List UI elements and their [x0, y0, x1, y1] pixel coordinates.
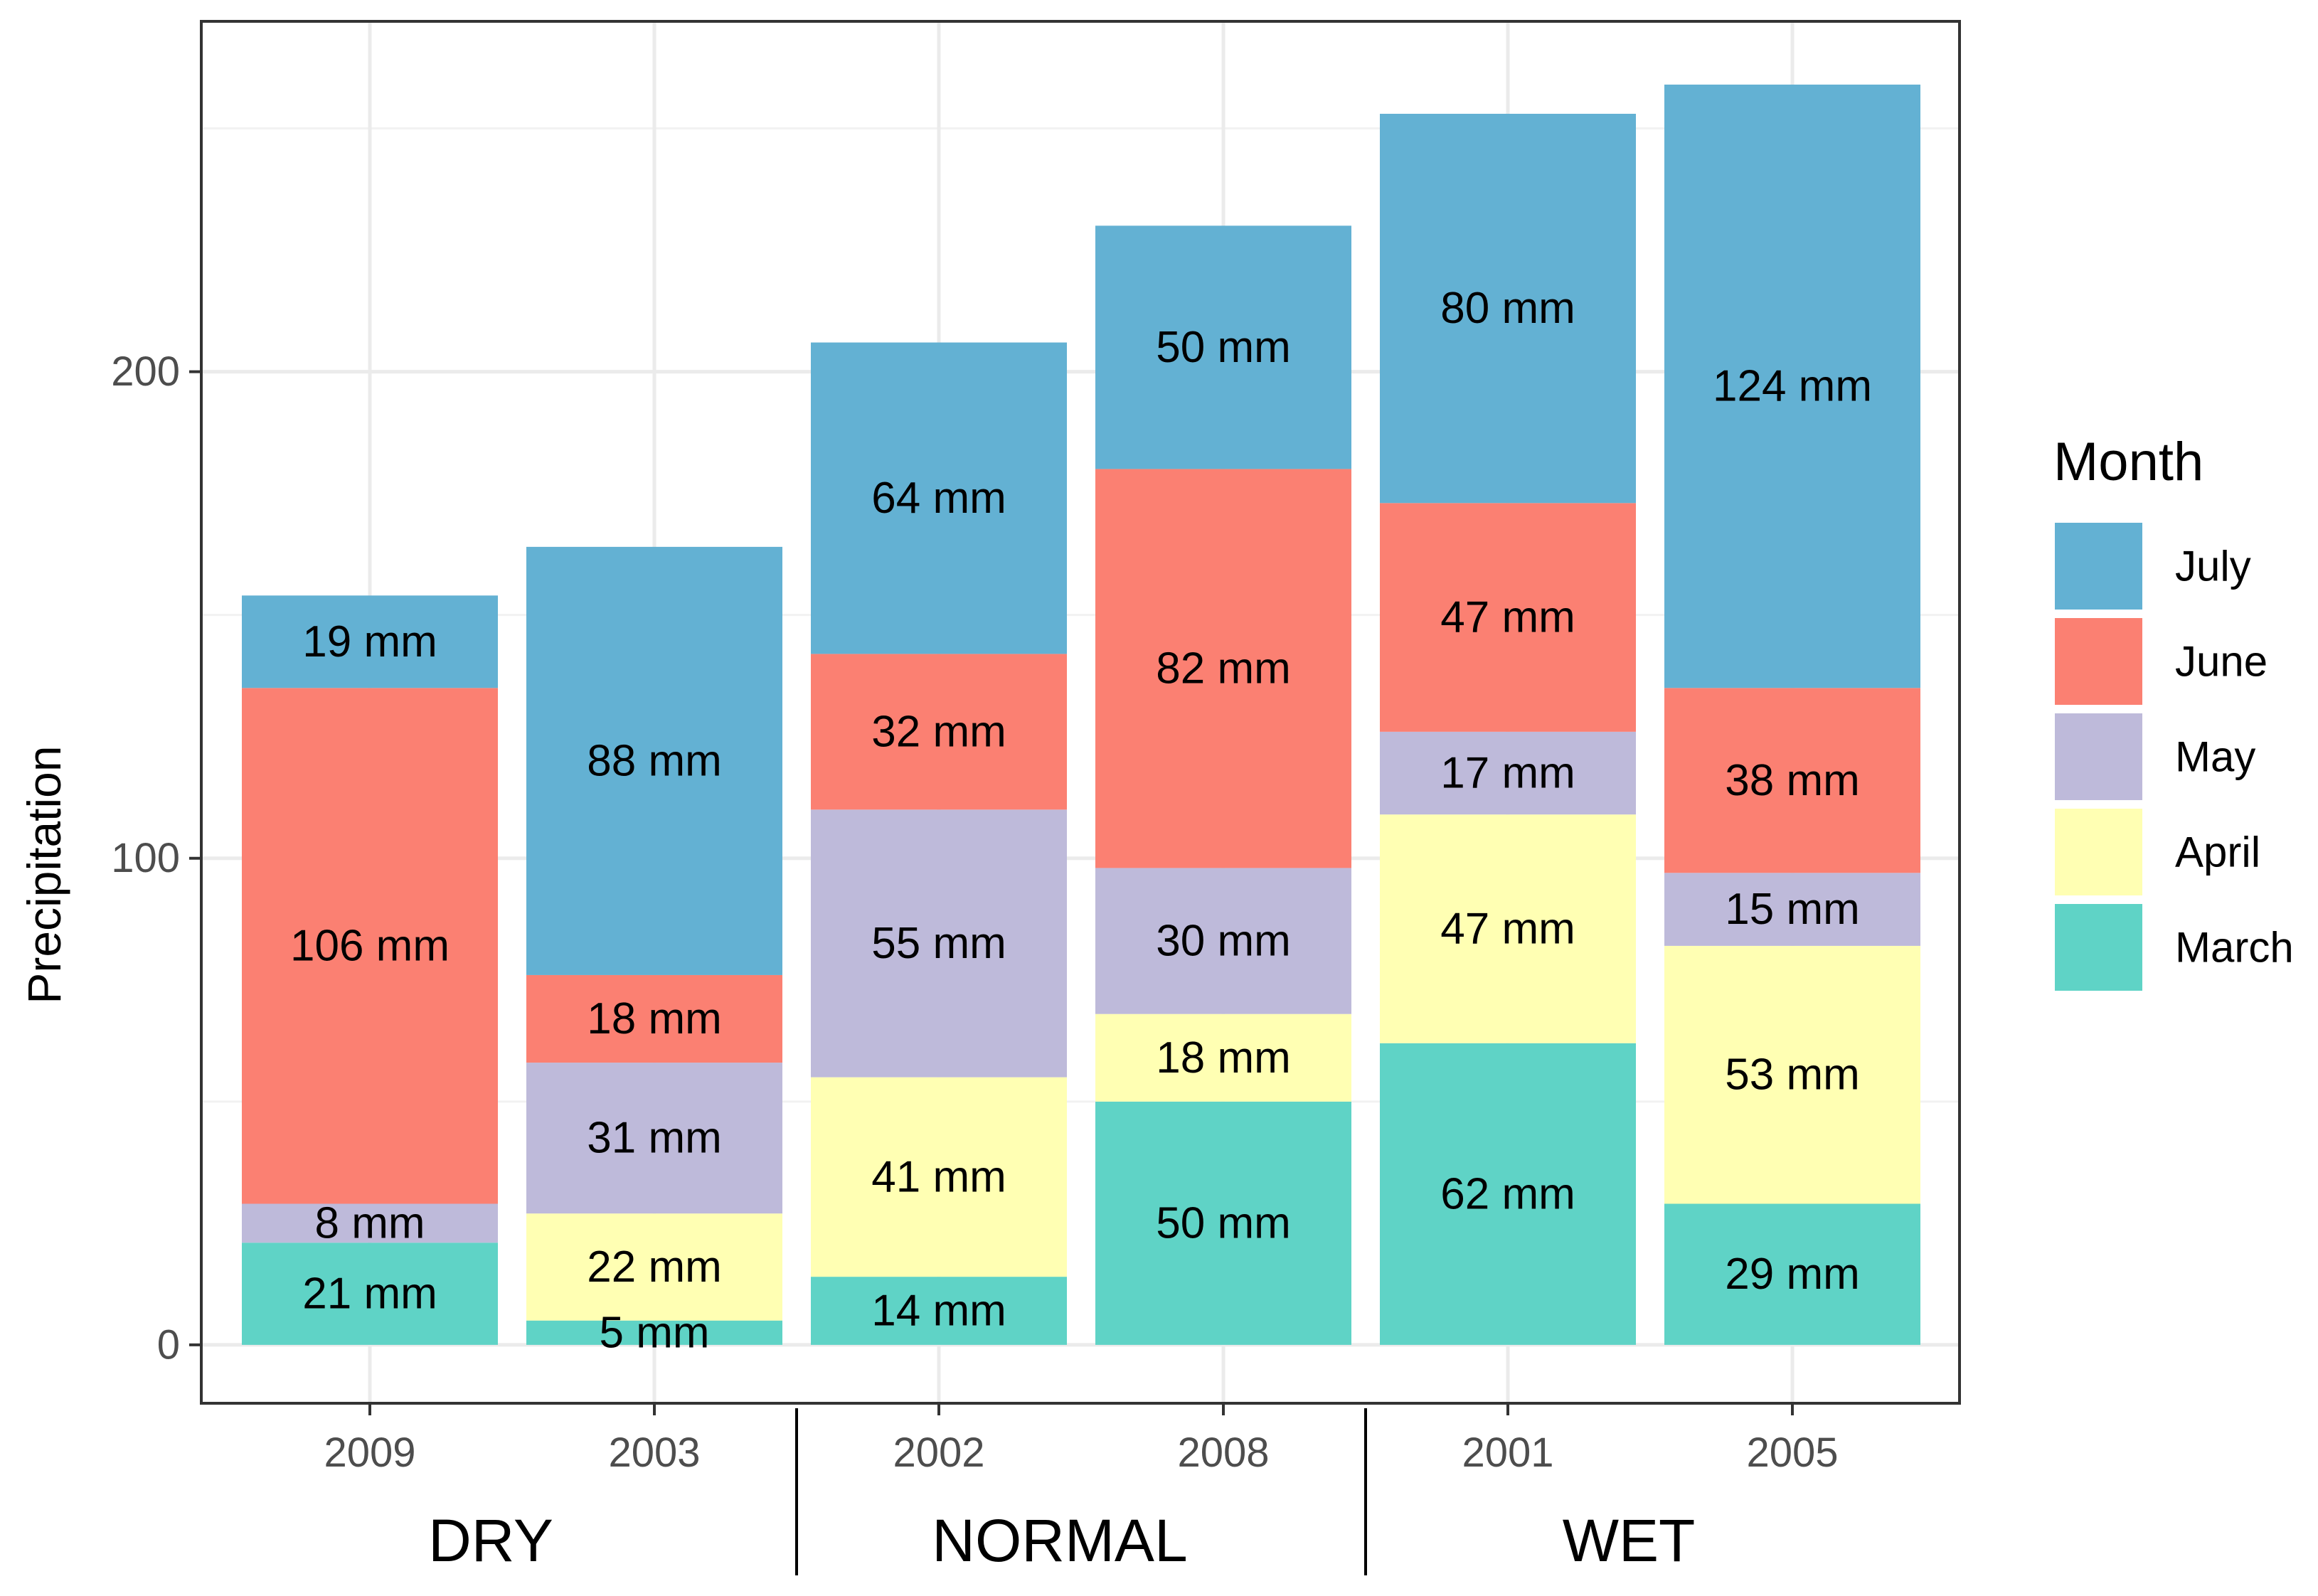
bar-segment-june-2009	[242, 688, 498, 1204]
bar-segment-june-2002	[811, 654, 1067, 810]
bar-segment-april-2008	[1095, 1014, 1351, 1102]
bar-data-label: 22 mm	[587, 1243, 721, 1292]
bar-segment-march-2001	[1380, 1043, 1636, 1345]
legend-title: Month	[2053, 432, 2203, 492]
legend: Month July June May April March	[2053, 432, 2294, 991]
legend-key-may	[2055, 713, 2142, 800]
bar-segment-may-2009	[242, 1203, 498, 1243]
plot-panel: 21 mm 5 mm 14 mm 50 mm 62 mm 29 mm 22 mm 41 mm 1…	[200, 20, 1961, 1405]
bar-data-label: 31 mm	[587, 1114, 721, 1163]
bar-segment-april-2005	[1664, 945, 1920, 1204]
bar-data-label: 5 mm	[600, 1308, 710, 1357]
x-tick-label: 2003	[608, 1430, 700, 1476]
bar-segment-april-2003	[526, 1213, 782, 1321]
bar-data-label: 15 mm	[1725, 885, 1859, 934]
bar-segment-march-2002	[811, 1277, 1067, 1345]
bar-data-label: 21 mm	[302, 1270, 437, 1319]
y-tick-label: 0	[157, 1321, 180, 1368]
bar-data-label: 82 mm	[1156, 644, 1290, 693]
bar-data-label: 41 mm	[871, 1152, 1006, 1201]
x-tick-label: 2009	[324, 1430, 415, 1476]
bar-data-label: 18 mm	[587, 994, 721, 1043]
legend-label-april: April	[2175, 829, 2260, 876]
bar-data-label: 106 mm	[290, 921, 450, 970]
bar-segment-july-2008	[1095, 225, 1351, 469]
x-group-label-normal: NORMAL	[932, 1507, 1187, 1574]
bar-data-label: 55 mm	[871, 919, 1006, 968]
bar-data-label: 14 mm	[871, 1287, 1006, 1336]
bar-data-label: 53 mm	[1725, 1050, 1859, 1100]
bar-segment-july-2003	[526, 546, 782, 975]
bar-data-label: 19 mm	[302, 617, 437, 666]
bar-data-label: 17 mm	[1440, 749, 1575, 798]
bar-data-label: 62 mm	[1440, 1169, 1575, 1218]
bar-data-label: 50 mm	[1156, 1198, 1290, 1247]
bar-data-label: 8 mm	[315, 1198, 425, 1247]
legend-key-april	[2055, 809, 2142, 895]
x-group-label-wet: WET	[1563, 1507, 1696, 1574]
bar-segment-june-2005	[1664, 688, 1920, 873]
x-tick-label: 2005	[1746, 1430, 1838, 1476]
x-tick-label: 2008	[1177, 1430, 1269, 1476]
x-group-label-dry: DRY	[428, 1507, 553, 1574]
bar-data-label: 38 mm	[1725, 756, 1859, 805]
bar-segment-march-2008	[1095, 1101, 1351, 1345]
legend-label-june: June	[2175, 638, 2268, 686]
legend-label-may: May	[2175, 733, 2255, 781]
bar-segment-may-2003	[526, 1063, 782, 1214]
bar-segment-june-2008	[1095, 469, 1351, 868]
legend-key-march	[2055, 904, 2142, 991]
bar-segment-april-2002	[811, 1077, 1067, 1277]
bar-segment-june-2003	[526, 974, 782, 1063]
bar-segment-march-2003	[526, 1320, 782, 1345]
bar-segment-may-2001	[1380, 731, 1636, 815]
bar-segment-july-2009	[242, 595, 498, 688]
bar-data-label: 88 mm	[587, 736, 721, 785]
bar-segment-march-2009	[242, 1243, 498, 1345]
bar-data-label: 29 mm	[1725, 1250, 1859, 1299]
bar-data-label: 50 mm	[1156, 323, 1290, 372]
panel-border	[200, 20, 1961, 1405]
y-tick-label: 100	[111, 835, 180, 881]
bar-segment-june-2001	[1380, 503, 1636, 732]
bar-segment-may-2008	[1095, 868, 1351, 1014]
bar-data-label: 18 mm	[1156, 1033, 1290, 1082]
bar-segment-july-2002	[811, 342, 1067, 654]
legend-label-july: July	[2175, 543, 2251, 590]
bar-data-label: 80 mm	[1440, 284, 1575, 333]
y-tick-label: 200	[111, 349, 180, 395]
x-tick-label: 2001	[1462, 1430, 1553, 1476]
bar-segment-march-2005	[1664, 1203, 1920, 1345]
legend-label-march: March	[2175, 924, 2294, 972]
y-axis-title: Precipitation	[18, 745, 70, 1004]
bar-data-label: 47 mm	[1440, 904, 1575, 953]
bar-segment-may-2002	[811, 809, 1067, 1078]
bar-data-label: 30 mm	[1156, 917, 1290, 966]
x-axis: 2009 2003 2002 2008 2001 2005 DRY NORMAL WET	[324, 1403, 1839, 1575]
legend-key-june	[2055, 618, 2142, 705]
bar-segment-april-2001	[1380, 814, 1636, 1043]
bar-segment-july-2005	[1664, 84, 1920, 688]
x-tick-label: 2002	[893, 1430, 984, 1476]
bar-segment-july-2001	[1380, 113, 1636, 504]
bar-data-label: 47 mm	[1440, 593, 1575, 642]
bar-segment-may-2005	[1664, 873, 1920, 946]
bar-data-label: 32 mm	[871, 707, 1006, 756]
y-axis: 0 100 200	[111, 349, 201, 1368]
bar-data-label: 64 mm	[871, 474, 1006, 523]
legend-key-july	[2055, 523, 2142, 610]
bar-data-label: 124 mm	[1713, 362, 1872, 411]
